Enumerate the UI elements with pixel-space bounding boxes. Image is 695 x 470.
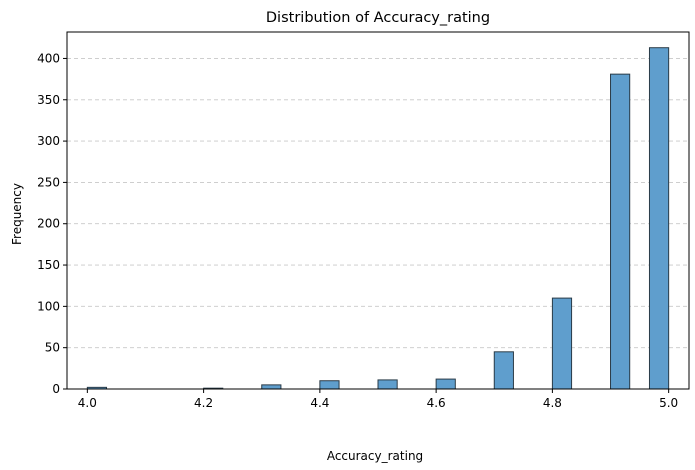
bars xyxy=(86,47,670,390)
y-tick-label: 0 xyxy=(52,382,60,396)
x-tick-label: 4.6 xyxy=(427,396,446,410)
y-tick-label: 400 xyxy=(37,51,60,65)
x-axis-ticks: 4.0 4.2 4.4 4.6 4.8 5.0 xyxy=(78,389,678,410)
histogram-bar xyxy=(435,378,456,390)
histogram-bar xyxy=(261,384,282,390)
y-axis-ticks: 0 50 100 150 200 250 300 350 400 xyxy=(37,51,67,396)
x-axis-title: Accuracy_rating xyxy=(327,449,423,463)
y-tick-label: 100 xyxy=(37,299,60,313)
gridlines xyxy=(67,57,689,349)
histogram-bar xyxy=(493,351,514,390)
histogram-bar xyxy=(610,73,631,390)
y-tick-label: 200 xyxy=(37,217,60,231)
x-tick-label: 4.2 xyxy=(194,396,213,410)
y-tick-label: 250 xyxy=(37,175,60,189)
histogram-bar xyxy=(551,297,573,390)
x-tick-label: 5.0 xyxy=(659,396,678,410)
x-tick-label: 4.8 xyxy=(543,396,562,410)
y-tick-label: 300 xyxy=(37,134,60,148)
chart-title: Distribution of Accuracy_rating xyxy=(266,10,490,26)
y-tick-label: 150 xyxy=(37,258,60,272)
histogram-bar xyxy=(648,47,670,390)
x-tick-label: 4.0 xyxy=(78,396,97,410)
histogram-bar xyxy=(377,379,398,390)
y-tick-label: 50 xyxy=(45,341,60,355)
x-tick-label: 4.4 xyxy=(310,396,329,410)
y-axis-title: Frequency xyxy=(10,183,24,245)
y-tick-label: 350 xyxy=(37,93,60,107)
histogram-bar xyxy=(319,380,340,390)
plot-frame xyxy=(66,31,690,390)
